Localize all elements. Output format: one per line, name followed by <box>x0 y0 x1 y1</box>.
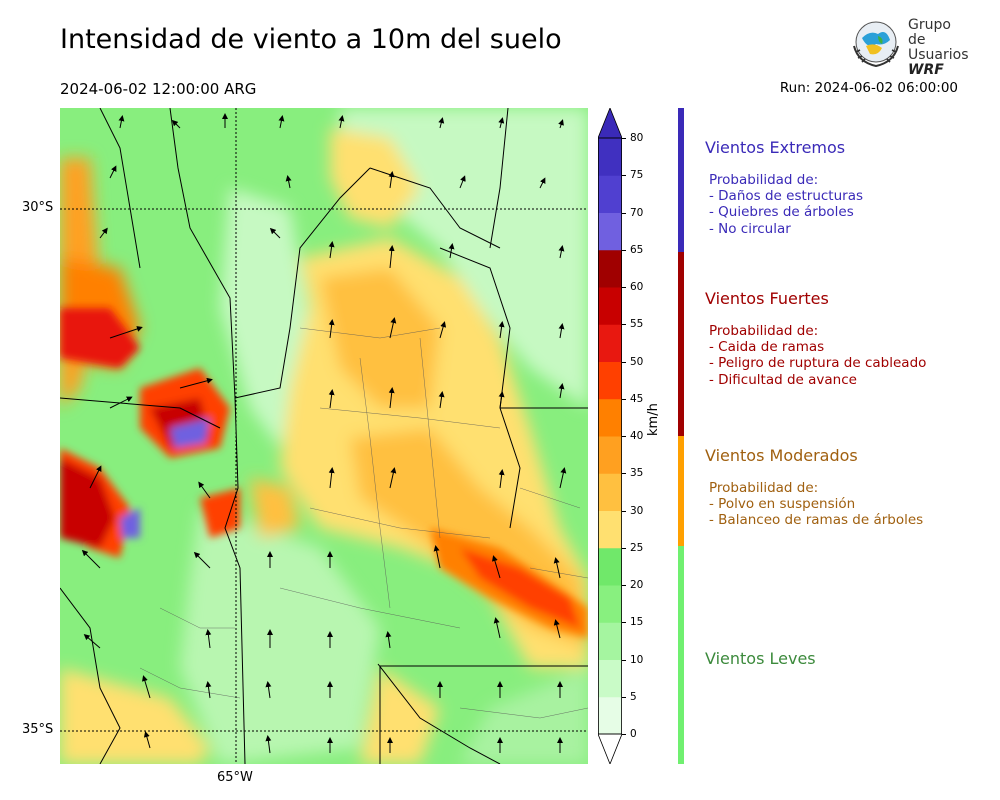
colorbar-tick-mark <box>622 212 626 214</box>
logo-line-3: WRF <box>908 62 944 78</box>
colorbar-tick-label: 55 <box>630 318 644 331</box>
category-line: - Peligro de ruptura de cableado <box>709 355 927 372</box>
wind-maxima <box>60 308 588 638</box>
category-line: Probabilidad de: <box>709 480 819 496</box>
colorbar-segment <box>598 510 622 549</box>
colorbar-tick-label: 0 <box>630 728 637 740</box>
colorbar-tick-mark <box>622 510 626 512</box>
graticule <box>60 108 588 764</box>
colorbar-segment <box>598 622 622 660</box>
colorbar-segment <box>598 138 622 176</box>
category-leves: Vientos Leves <box>705 649 816 668</box>
colorbar-tick-mark <box>622 436 626 437</box>
colorbar-tick-mark <box>622 696 626 698</box>
legend-bar-moderados <box>678 436 684 546</box>
run-datetime: Run: 2024-06-02 06:00:00 <box>779 80 958 96</box>
legend-bar-fuertes <box>678 252 684 436</box>
colorbar-tick-mark <box>622 473 626 475</box>
colorbar-segment <box>598 175 622 213</box>
colorbar-ticks: 0 5 10 15 20 25 30 35 40 45 50 55 60 65 70 75 80 <box>622 108 652 764</box>
colorbar-segment <box>598 585 622 623</box>
valid-datetime: 2024-06-02 12:00:00 ARG <box>60 80 257 98</box>
category-line: Probabilidad de: <box>709 172 819 188</box>
colorbar-segment <box>598 324 622 362</box>
colorbar-frame <box>598 137 623 735</box>
category-line: Probabilidad de: <box>709 323 819 339</box>
colorbar-tick-label: 10 <box>630 653 644 666</box>
legend-bar-leves <box>678 546 684 764</box>
category-line: - Caida de ramas <box>709 339 825 356</box>
colorbar-tick-mark <box>622 287 626 288</box>
colorbar-tick-label: 25 <box>630 541 644 554</box>
colorbar-segment <box>598 696 622 735</box>
colorbar-tick-label: 5 <box>630 690 637 703</box>
category-line: - Quiebres de árboles <box>709 204 854 221</box>
colorbar-segment <box>598 436 622 474</box>
lat-label-35s: 35°S <box>22 722 54 737</box>
category-line: - Polvo en suspensión <box>709 496 856 513</box>
colorbar-tick-label: 30 <box>630 504 644 517</box>
category-line: - No circular <box>709 220 791 237</box>
colorbar-extend-bottom <box>597 733 623 766</box>
colorbar-segment <box>598 398 622 437</box>
colorbar-tick-label: 60 <box>630 281 644 293</box>
colorbar <box>597 106 623 766</box>
category-fuertes: Vientos Fuertes Probabilidad de: - Caida… <box>705 289 926 388</box>
colorbar-segment <box>598 249 622 288</box>
category-name: Vientos Leves <box>705 649 816 668</box>
colorbar-tick-mark <box>622 138 626 139</box>
colorbar-tick-label: 40 <box>630 430 644 442</box>
colorbar-tick-label: 65 <box>630 243 644 256</box>
legend-bar-extremos <box>678 108 684 252</box>
lat-label-30s: 30°S <box>22 200 54 215</box>
globe-icon <box>853 21 899 68</box>
colorbar-segment <box>598 287 622 325</box>
colorbar-segment <box>598 473 622 511</box>
wind-map <box>60 108 588 764</box>
colorbar-tick-label: 70 <box>630 206 644 219</box>
category-name: Vientos Moderados <box>705 446 858 465</box>
colorbar-extend-top <box>597 106 623 139</box>
logo-line-1: Grupo de <box>908 17 951 48</box>
logo-line-2: Usuarios <box>908 47 969 63</box>
colorbar-tick-label: 20 <box>630 579 644 591</box>
wrf-logo: Grupo de Usuarios WRF <box>848 16 969 78</box>
colorbar-tick-mark <box>622 585 626 586</box>
colorbar-tick-mark <box>622 324 626 326</box>
colorbar-tick-mark <box>622 361 626 363</box>
category-name: Vientos Fuertes <box>705 289 829 308</box>
category-line: - Dificultad de avance <box>709 371 857 388</box>
lon-label-65w: 65°W <box>217 770 253 785</box>
province-borders <box>60 108 588 764</box>
colorbar-tick-label: 45 <box>630 392 644 405</box>
colorbar-segment <box>598 659 622 698</box>
colorbar-unit: km/h <box>646 403 661 436</box>
category-line: - Daños de estructuras <box>709 188 864 205</box>
colorbar-tick-mark <box>622 659 626 661</box>
colorbar-tick-label: 35 <box>630 467 644 480</box>
colorbar-tick-mark <box>622 398 626 400</box>
colorbar-tick-mark <box>622 734 626 735</box>
colorbar-tick-mark <box>622 249 626 251</box>
colorbar-tick-mark <box>622 175 626 177</box>
category-moderados: Vientos Moderados Probabilidad de: - Pol… <box>705 446 923 529</box>
category-name: Vientos Extremos <box>705 138 846 157</box>
colorbar-tick-mark <box>622 622 626 624</box>
category-extremos: Vientos Extremos Probabilidad de: - Daño… <box>705 138 863 237</box>
colorbar-segment <box>598 212 622 251</box>
colorbar-tick-mark <box>622 547 626 549</box>
colorbar-tick-label: 80 <box>630 132 644 144</box>
category-line: - Balanceo de ramas de árboles <box>709 512 924 529</box>
wind-vectors <box>81 113 567 754</box>
map-title: Intensidad de viento a 10m del suelo <box>60 24 562 55</box>
colorbar-tick-label: 15 <box>630 616 644 629</box>
colorbar-tick-label: 50 <box>630 355 644 368</box>
colorbar-segment <box>598 547 622 586</box>
colorbar-tick-label: 75 <box>630 169 644 182</box>
colorbar-segment <box>598 361 622 400</box>
